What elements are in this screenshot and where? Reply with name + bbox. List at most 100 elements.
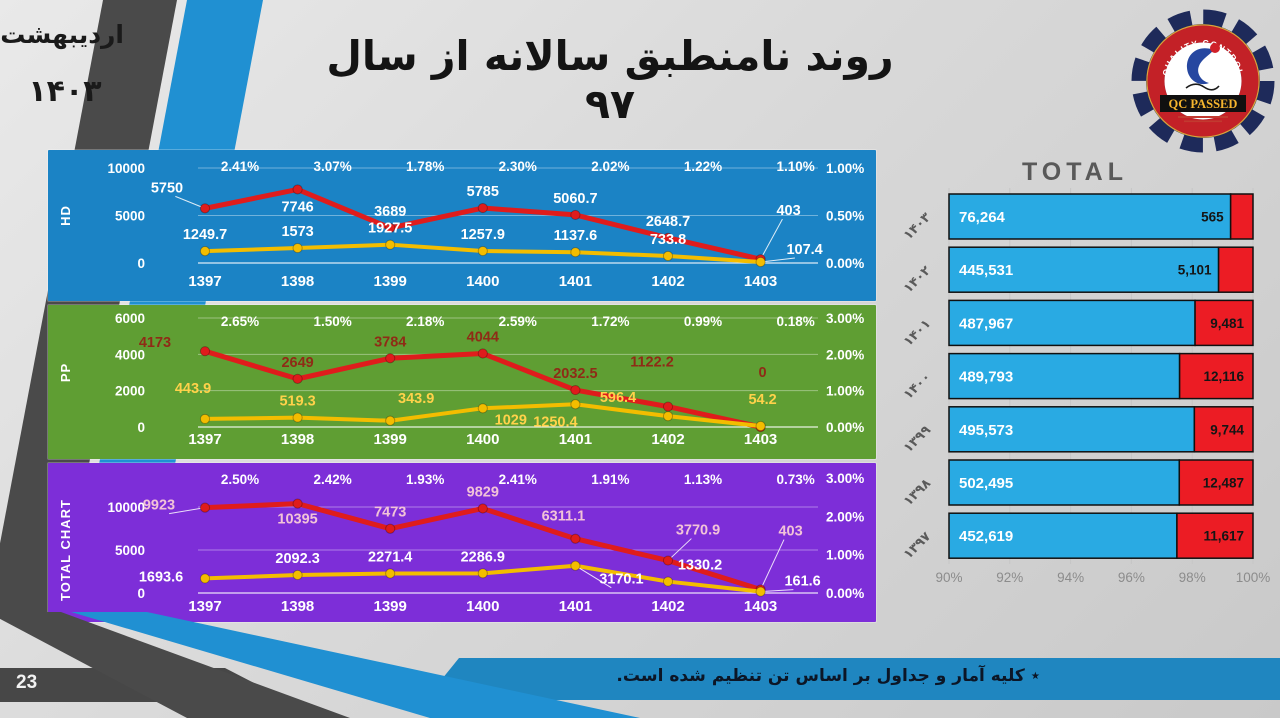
data-label: 1249.7 bbox=[183, 227, 227, 243]
data-label: 2271.4 bbox=[368, 549, 412, 565]
data-point bbox=[385, 239, 396, 250]
data-point bbox=[570, 247, 581, 258]
chart-canvas: HD 10000 5000 0 1.00% 0.50% 0.00% 1397 1398 1399 1… bbox=[58, 159, 864, 290]
axis-title: TOTAL CHART bbox=[58, 499, 73, 601]
percent-label: 2.18% bbox=[406, 314, 444, 329]
data-label: 2092.3 bbox=[275, 551, 319, 567]
nonconforming-bar-segment bbox=[1178, 459, 1254, 506]
data-point bbox=[385, 222, 396, 234]
left-axis-tick: 0 bbox=[137, 586, 145, 601]
data-point bbox=[755, 256, 766, 268]
data-label: 4044 bbox=[467, 330, 499, 346]
x-axis-label: 1402 bbox=[651, 273, 684, 290]
data-label: 403 bbox=[778, 524, 802, 540]
data-point bbox=[292, 242, 303, 254]
data-point bbox=[199, 502, 211, 513]
label-leader bbox=[667, 538, 692, 561]
slide-title: روند نامنطبق سالانه از سال ۹۷ bbox=[326, 32, 894, 128]
label-leader bbox=[575, 565, 612, 589]
bar-year-label: ۱۴۰۳ bbox=[901, 210, 934, 243]
data-point bbox=[662, 401, 674, 412]
data-label: 596.4 bbox=[600, 390, 636, 406]
data-point bbox=[199, 246, 211, 257]
data-point bbox=[477, 202, 488, 214]
total-bar-row: 502,495 12,487 ۱۳۹۸ bbox=[901, 459, 1254, 509]
right-axis-tick: 3.00% bbox=[826, 471, 864, 486]
data-label: 403 bbox=[776, 203, 800, 219]
percent-label: 3.07% bbox=[313, 159, 351, 174]
data-point bbox=[570, 533, 581, 544]
bar-chart-canvas: 90% 92% 94% 96% 98% 100% 76,264 565 ۱۴۰۳ 445,531 5… bbox=[901, 188, 1271, 585]
bar-x-tick: 100% bbox=[1236, 570, 1271, 585]
x-axis-label: 1402 bbox=[651, 431, 684, 448]
right-axis-tick: 1.00% bbox=[826, 548, 864, 563]
percent-label: 2.02% bbox=[591, 159, 629, 174]
data-label: 2286.9 bbox=[461, 549, 505, 565]
data-point bbox=[662, 250, 674, 262]
total-bar-row: 489,793 12,116 ۱۴۰۰ bbox=[901, 352, 1254, 403]
x-axis-label: 1397 bbox=[188, 598, 221, 615]
nonconforming-value-label: 5,101 bbox=[1178, 263, 1212, 278]
left-axis-tick: 10000 bbox=[107, 161, 145, 176]
dark-stripe-lower bbox=[0, 612, 350, 718]
data-label: 2649 bbox=[281, 355, 313, 371]
x-axis-label: 1401 bbox=[559, 598, 592, 615]
percent-label: 1.72% bbox=[591, 314, 629, 329]
x-axis-label: 1402 bbox=[651, 598, 684, 615]
data-label: 519.3 bbox=[279, 394, 315, 410]
x-axis-label: 1400 bbox=[466, 598, 499, 615]
data-point bbox=[477, 348, 488, 359]
data-label: 1927.5 bbox=[368, 221, 412, 237]
hd-line-chart: HD 10000 5000 0 1.00% 0.50% 0.00% 1397 1398 1399 1… bbox=[48, 150, 876, 301]
data-point bbox=[385, 415, 396, 426]
data-point bbox=[477, 245, 488, 257]
right-axis-tick: 2.00% bbox=[826, 347, 864, 362]
right-axis-tick: 0.00% bbox=[826, 256, 864, 271]
conforming-value-label: 487,967 bbox=[959, 315, 1013, 332]
data-point bbox=[570, 560, 581, 571]
x-axis-label: 1400 bbox=[466, 273, 499, 290]
data-point bbox=[292, 498, 303, 509]
right-axis-tick: 1.00% bbox=[826, 384, 864, 399]
percent-label: 1.10% bbox=[776, 159, 814, 174]
data-label: 5785 bbox=[467, 184, 499, 200]
page-number: 23 bbox=[16, 672, 38, 693]
nonconforming-value-label: 12,487 bbox=[1203, 476, 1244, 491]
label-leader bbox=[760, 589, 794, 593]
nonconforming-value-label: 9,744 bbox=[1210, 422, 1244, 437]
x-axis-label: 1397 bbox=[188, 273, 221, 290]
percent-label: 0.73% bbox=[776, 472, 814, 487]
percent-label: 0.99% bbox=[684, 314, 722, 329]
x-axis-label: 1398 bbox=[281, 273, 314, 290]
data-point bbox=[199, 573, 211, 584]
data-point bbox=[292, 412, 303, 423]
data-label: 2648.7 bbox=[646, 214, 690, 230]
x-axis-label: 1401 bbox=[559, 273, 592, 290]
data-label: 5750 bbox=[151, 180, 183, 196]
left-axis-tick: 0 bbox=[137, 256, 145, 271]
date-year: ۱۴۰۳ bbox=[28, 74, 102, 109]
nonconforming-value-label: 11,617 bbox=[1203, 529, 1244, 544]
percent-label: 2.65% bbox=[221, 314, 259, 329]
data-point bbox=[199, 346, 211, 357]
conforming-bar-segment bbox=[948, 459, 1181, 506]
data-label: 733.8 bbox=[650, 232, 686, 248]
data-label: 107.4 bbox=[786, 242, 822, 258]
nonconforming-bar-segment bbox=[1217, 246, 1254, 293]
percent-label: 2.41% bbox=[221, 159, 259, 174]
reworked-series: 1693.6 2092.3 2271.4 2286.9 3170.1 1330.2 161.… bbox=[139, 549, 821, 597]
right-axis-tick: 2.00% bbox=[826, 509, 864, 524]
bar-x-tick: 94% bbox=[1057, 570, 1084, 585]
data-label: 1029 bbox=[495, 412, 527, 428]
data-point bbox=[477, 568, 488, 579]
logo-band-label: QC PASSED bbox=[1169, 97, 1238, 111]
label-leader bbox=[760, 218, 783, 260]
total-bar-row: 452,619 11,617 ۱۳۹۷ bbox=[901, 512, 1254, 562]
conforming-value-label: 495,573 bbox=[959, 422, 1013, 439]
reworked-series: 1249.7 1573 1927.5 1257.9 1137.6 733.8 107.4 bbox=[183, 221, 823, 268]
data-label: 9829 bbox=[467, 484, 499, 500]
right-axis-tick: 0.00% bbox=[826, 420, 864, 435]
data-label: 1693.6 bbox=[139, 569, 183, 585]
logo-gold-rim bbox=[1146, 24, 1260, 138]
percent-label: 2.42% bbox=[313, 472, 351, 487]
